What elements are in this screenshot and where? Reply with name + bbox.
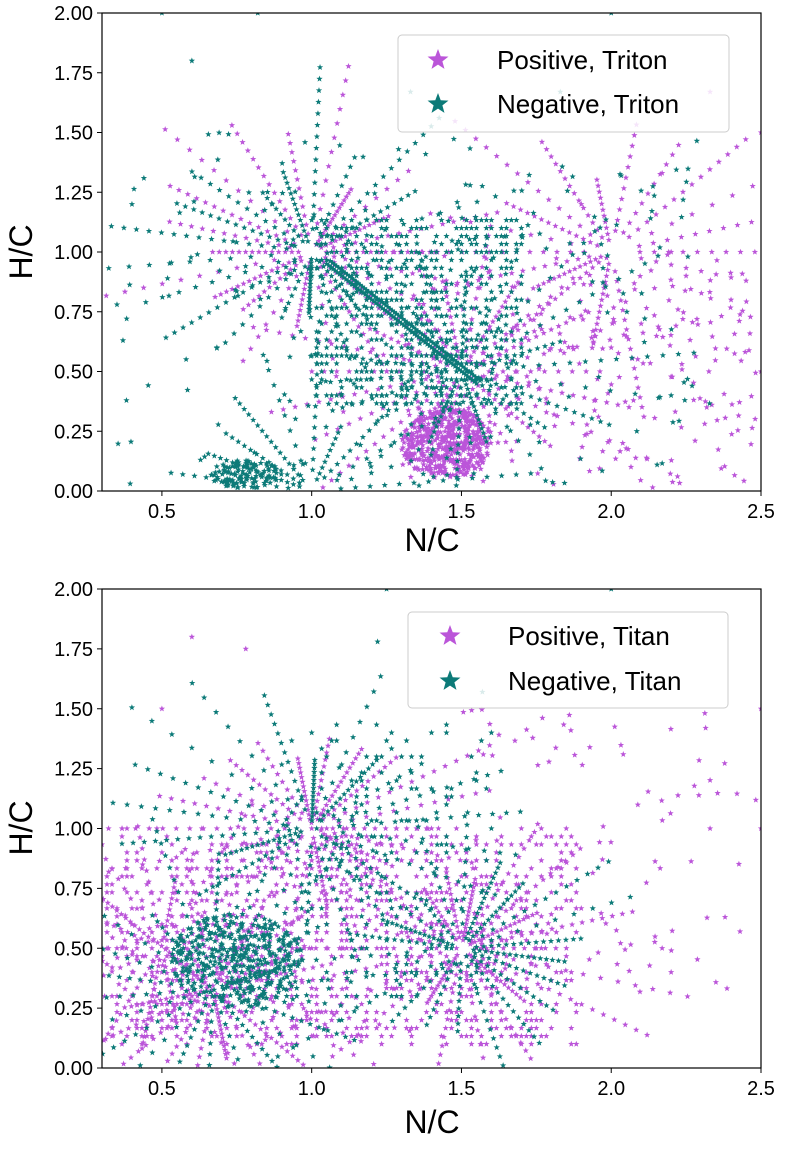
top-legend-box — [397, 34, 730, 133]
bottom-y-tick-label: 1.75 — [54, 639, 93, 661]
top-x-tick-label: 2.0 — [597, 501, 625, 523]
bottom-x-tick-label: 2.5 — [747, 1078, 775, 1100]
bottom-ticks: 0.5 1.0 1.5 2.0 2.5 0.00 0.25 0.50 0.75 1.00 1.25 1… — [54, 579, 775, 1100]
bottom-y-tick-label: 0.75 — [54, 878, 93, 900]
bottom-x-axis-label: N/C — [404, 1104, 459, 1140]
bottom-y-tick-label: 1.00 — [54, 819, 93, 841]
top-y-tick-label: 1.75 — [54, 63, 93, 85]
top-legend-star-negative — [427, 93, 449, 113]
top-legend: Positive, Triton Negative, Triton — [397, 34, 730, 133]
bottom-y-tick-label: 1.50 — [54, 699, 93, 721]
top-x-tick-label: 1.0 — [298, 501, 326, 523]
bottom-y-tick-label: 2.00 — [54, 579, 93, 601]
top-x-tick-label: 2.5 — [747, 501, 775, 523]
bottom-legend-box — [407, 611, 729, 709]
bottom-legend-star-positive — [439, 625, 461, 645]
bottom-legend-marker-negative — [439, 670, 461, 690]
bottom-legend-label-negative: Negative, Titan — [508, 666, 681, 696]
top-y-tick-label: 0.00 — [54, 481, 93, 503]
top-x-tick-label: 0.5 — [148, 501, 176, 523]
top-y-tick-label: 1.00 — [54, 242, 93, 264]
bottom-y-tick-label: 0.25 — [54, 998, 93, 1020]
chart-panel-bottom: 0.5 1.0 1.5 2.0 2.5 0.00 0.25 0.50 0.75 1.00 1.25 1… — [3, 579, 775, 1140]
top-x-axis-label: N/C — [404, 522, 459, 558]
bottom-series-negative-points — [102, 589, 634, 1068]
top-y-tick-label: 1.50 — [54, 123, 93, 145]
top-y-tick-label: 0.75 — [54, 302, 93, 324]
bottom-legend: Positive, Titan Negative, Titan — [407, 611, 729, 709]
bottom-x-tick-label: 0.5 — [148, 1078, 176, 1100]
top-legend-label-negative: Negative, Triton — [497, 89, 679, 119]
bottom-points — [102, 589, 761, 1068]
top-legend-star-positive — [427, 49, 449, 69]
bottom-legend-label-positive: Positive, Titan — [508, 621, 670, 651]
chart-panel-top: 0.5 1.0 1.5 2.0 2.5 0.00 0.25 0.50 0.75 1.00 1.25 1… — [3, 3, 775, 558]
bottom-legend-star-negative — [439, 670, 461, 690]
bottom-y-tick-label: 0.50 — [54, 938, 93, 960]
bottom-y-tick-label: 0.00 — [54, 1058, 93, 1080]
top-y-tick-label: 0.50 — [54, 362, 93, 384]
bottom-y-axis-label: H/C — [3, 800, 39, 855]
bottom-series-positive-points — [102, 633, 761, 1068]
bottom-x-tick-label: 1.5 — [448, 1078, 476, 1100]
top-axes-frame — [101, 12, 762, 492]
top-legend-marker-positive — [427, 49, 449, 69]
top-ticks: 0.5 1.0 1.5 2.0 2.5 0.00 0.25 0.50 0.75 1.00 1.25 1… — [54, 3, 775, 523]
bottom-legend-marker-positive — [439, 625, 461, 645]
bottom-x-tick-label: 1.0 — [298, 1078, 326, 1100]
top-legend-marker-negative — [427, 93, 449, 113]
top-y-tick-label: 2.00 — [54, 3, 93, 25]
top-x-tick-label: 1.5 — [448, 501, 476, 523]
top-y-tick-label: 0.25 — [54, 421, 93, 443]
bottom-y-tick-label: 1.25 — [54, 759, 93, 781]
top-y-tick-label: 1.25 — [54, 182, 93, 204]
top-legend-label-positive: Positive, Triton — [497, 45, 668, 75]
bottom-axes-frame — [101, 588, 762, 1069]
bottom-x-tick-label: 2.0 — [597, 1078, 625, 1100]
top-y-axis-label: H/C — [3, 224, 39, 279]
